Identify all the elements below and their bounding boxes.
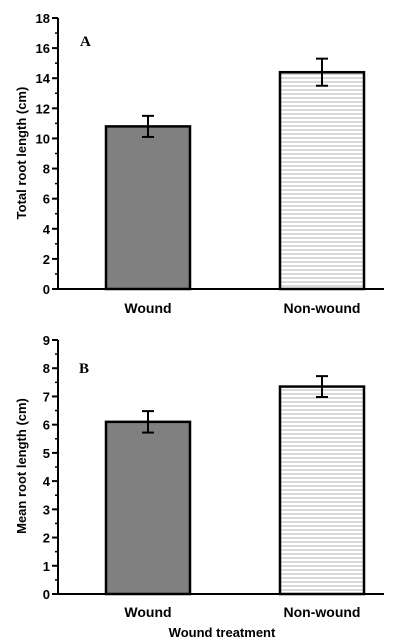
y-tick-label: 10 bbox=[36, 131, 50, 146]
x-tick-label: Non-wound bbox=[284, 300, 361, 316]
y-tick-label: 14 bbox=[36, 71, 51, 86]
x-tick-label: Wound bbox=[124, 300, 171, 316]
y-tick-label: 2 bbox=[43, 252, 50, 267]
x-tick-label: Wound bbox=[124, 604, 171, 620]
panel-b-letter: B bbox=[79, 361, 89, 377]
panel-b: B Mean root length (cm) 0 1 2 3 4 5 6 7 8 9 Wound… bbox=[14, 333, 384, 640]
y-tick-label: 6 bbox=[43, 192, 50, 207]
x-tick-label: Non-wound bbox=[284, 604, 361, 620]
y-tick-label: 0 bbox=[43, 587, 50, 602]
y-tick-label: 18 bbox=[36, 11, 50, 26]
bar-non-wound bbox=[278, 385, 366, 596]
panel-b-bars bbox=[104, 385, 366, 596]
panel-a-error-bars bbox=[142, 57, 328, 138]
panel-a-y-ticks: 0 2 4 6 8 10 12 14 16 18 bbox=[36, 11, 58, 297]
panel-a: A Total root length (cm) 0 2 4 6 8 10 12 14 16 18… bbox=[14, 11, 384, 316]
panel-b-error-bars bbox=[142, 375, 328, 434]
y-tick-label: 4 bbox=[43, 474, 51, 489]
panel-a-letter: A bbox=[80, 34, 91, 50]
panel-b-x-axis-title: Wound treatment bbox=[169, 625, 276, 640]
y-tick-label: 8 bbox=[43, 361, 50, 376]
y-tick-label: 2 bbox=[43, 531, 50, 546]
y-tick-label: 5 bbox=[43, 446, 50, 461]
y-tick-label: 16 bbox=[36, 41, 50, 56]
y-tick-label: 1 bbox=[43, 559, 50, 574]
panel-b-x-tick-labels: Wound Non-wound bbox=[124, 604, 360, 620]
panel-b-y-axis-title: Mean root length (cm) bbox=[14, 398, 29, 534]
panel-a-y-axis-title: Total root length (cm) bbox=[14, 87, 29, 220]
y-tick-label: 8 bbox=[43, 162, 50, 177]
y-tick-label: 12 bbox=[36, 101, 50, 116]
y-tick-label: 0 bbox=[43, 282, 50, 297]
bar-wound bbox=[104, 420, 192, 596]
y-tick-label: 6 bbox=[43, 418, 50, 433]
y-tick-label: 7 bbox=[43, 389, 50, 404]
panel-a-x-tick-labels: Wound Non-wound bbox=[124, 300, 360, 316]
panel-a-bars bbox=[104, 70, 366, 291]
y-tick-label: 3 bbox=[43, 502, 50, 517]
bar-wound bbox=[104, 125, 192, 291]
y-tick-label: 4 bbox=[43, 222, 51, 237]
bar-non-wound bbox=[278, 70, 366, 291]
y-tick-label: 9 bbox=[43, 333, 50, 348]
panel-b-y-ticks: 0 1 2 3 4 5 6 7 8 9 bbox=[43, 333, 58, 602]
